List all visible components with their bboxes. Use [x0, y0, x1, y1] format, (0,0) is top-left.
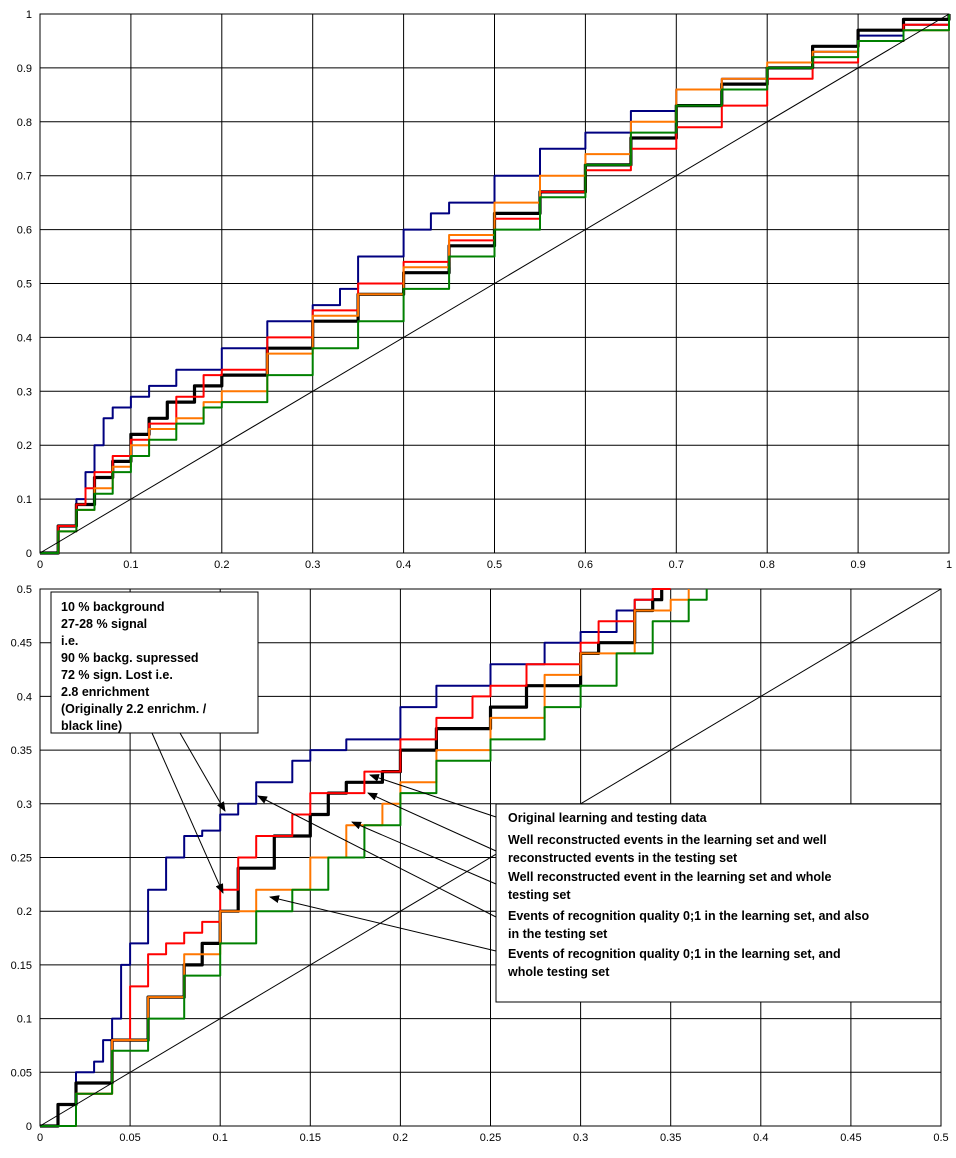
annotation-line: i.e.	[61, 634, 78, 648]
y-tick-label: 0.6	[17, 225, 32, 237]
x-tick-label: 0.5	[487, 559, 502, 571]
curve-note-line: Events of recognition quality 0;1 in the…	[508, 947, 841, 961]
y-tick-label: 0.9	[17, 63, 32, 75]
curve-notes-box: Original learning and testing data Well …	[495, 803, 942, 1003]
top-x-ticks: 0 0.1 0.2 0.3 0.4 0.5 0.6 0.7 0.8 0.9 1	[37, 559, 952, 571]
top-chart: 0 0.1 0.2 0.3 0.4 0.5 0.6 0.7 0.8 0.9 1 0 0.1 0.2 0.3…	[17, 9, 952, 571]
y-tick-label: 0.4	[17, 332, 32, 344]
x-tick-label: 0.25	[480, 1132, 501, 1144]
x-tick-label: 0.1	[213, 1132, 228, 1144]
x-tick-label: 0.45	[840, 1132, 861, 1144]
annotation-line: 2.8 enrichment	[61, 685, 150, 699]
diagonal-reference-line	[39, 588, 942, 1127]
roc-series-line-0	[40, 588, 662, 1127]
arrow-note-3	[351, 821, 497, 885]
x-tick-label: 0	[37, 559, 43, 571]
arrow-note-5	[269, 895, 497, 952]
y-tick-label: 0.8	[17, 117, 32, 129]
x-tick-label: 0.1	[123, 559, 138, 571]
x-tick-label: 0.8	[760, 559, 775, 571]
curve-note-line: reconstructed events in the testing set	[508, 851, 738, 865]
top-y-ticks: 0 0.1 0.2 0.3 0.4 0.5 0.6 0.7 0.8 0.9 1	[17, 9, 32, 560]
curve-note-line: testing set	[508, 888, 571, 902]
y-tick-label: 0	[26, 548, 32, 560]
x-tick-label: 0.3	[305, 559, 320, 571]
arrow-note-4	[257, 795, 497, 918]
annotation-line: 10 % background	[61, 600, 165, 614]
x-tick-label: 0.05	[119, 1132, 140, 1144]
x-tick-label: 0.15	[300, 1132, 321, 1144]
bottom-x-ticks: 0 0.05 0.1 0.15 0.2 0.25 0.3 0.35 0.4 0.45 0.5	[37, 1132, 949, 1144]
roc-series-line-4	[40, 589, 708, 1127]
curve-note-line: Events of recognition quality 0;1 in the…	[508, 909, 870, 923]
arrow-box-to-black-curve	[151, 732, 224, 894]
x-tick-label: 0.9	[850, 559, 865, 571]
annotation-line: 27-28 % signal	[61, 617, 147, 631]
annotation-line: black line)	[61, 719, 122, 733]
arrow-box-to-blue-curve	[179, 732, 226, 812]
y-tick-label: 0.2	[17, 906, 32, 918]
y-tick-label: 0.7	[17, 171, 32, 183]
annotation-box: 10 % background 27-28 % signal i.e. 90 %…	[50, 591, 259, 734]
bottom-y-ticks: 0 0.05 0.1 0.15 0.2 0.25 0.3 0.35 0.4 0.45 0.5	[11, 584, 32, 1133]
y-tick-label: 0.2	[17, 440, 32, 452]
y-tick-label: 0	[26, 1121, 32, 1133]
y-tick-label: 0.4	[17, 691, 32, 703]
arrow-note-1	[369, 774, 497, 818]
annotation-arrows	[151, 732, 497, 952]
x-tick-label: 0.3	[573, 1132, 588, 1144]
arrow-note-2	[367, 792, 497, 852]
y-tick-label: 0.3	[17, 386, 32, 398]
y-tick-label: 0.3	[17, 799, 32, 811]
x-tick-label: 0.35	[660, 1132, 681, 1144]
x-tick-label: 0.7	[669, 559, 684, 571]
x-tick-label: 0.4	[753, 1132, 768, 1144]
annotation-line: (Originally 2.2 enrichm. /	[61, 702, 207, 716]
roc-series-line-4	[40, 14, 950, 554]
x-tick-label: 0.6	[578, 559, 593, 571]
roc-series-line-2	[40, 14, 950, 554]
curve-note-line: Original learning and testing data	[508, 811, 708, 825]
top-series-group	[39, 13, 951, 555]
curve-note-line: whole testing set	[507, 965, 610, 979]
y-tick-label: 0.05	[11, 1067, 32, 1079]
x-tick-label: 0.5	[933, 1132, 948, 1144]
y-tick-label: 0.5	[17, 279, 32, 291]
annotation-line: 90 % backg. supressed	[61, 651, 199, 665]
x-tick-label: 0	[37, 1132, 43, 1144]
x-tick-label: 0.2	[214, 559, 229, 571]
curve-note-line: Well reconstructed events in the learnin…	[508, 833, 827, 847]
curve-note-line: Well reconstructed event in the learning…	[508, 870, 831, 884]
curve-note-line: in the testing set	[508, 927, 608, 941]
bottom-series-group	[39, 588, 942, 1128]
y-tick-label: 0.35	[11, 745, 32, 757]
x-tick-label: 0.4	[396, 559, 411, 571]
diagonal-reference-line	[39, 13, 950, 554]
y-tick-label: 0.45	[11, 638, 32, 650]
y-tick-label: 1	[26, 9, 32, 21]
y-tick-label: 0.15	[11, 960, 32, 972]
y-tick-label: 0.25	[11, 853, 32, 865]
x-tick-label: 0.2	[393, 1132, 408, 1144]
annotation-line: 72 % sign. Lost i.e.	[61, 668, 173, 682]
y-tick-label: 0.1	[17, 494, 32, 506]
y-tick-label: 0.5	[17, 584, 32, 596]
x-tick-label: 1	[946, 559, 952, 571]
y-tick-label: 0.1	[17, 1014, 32, 1026]
